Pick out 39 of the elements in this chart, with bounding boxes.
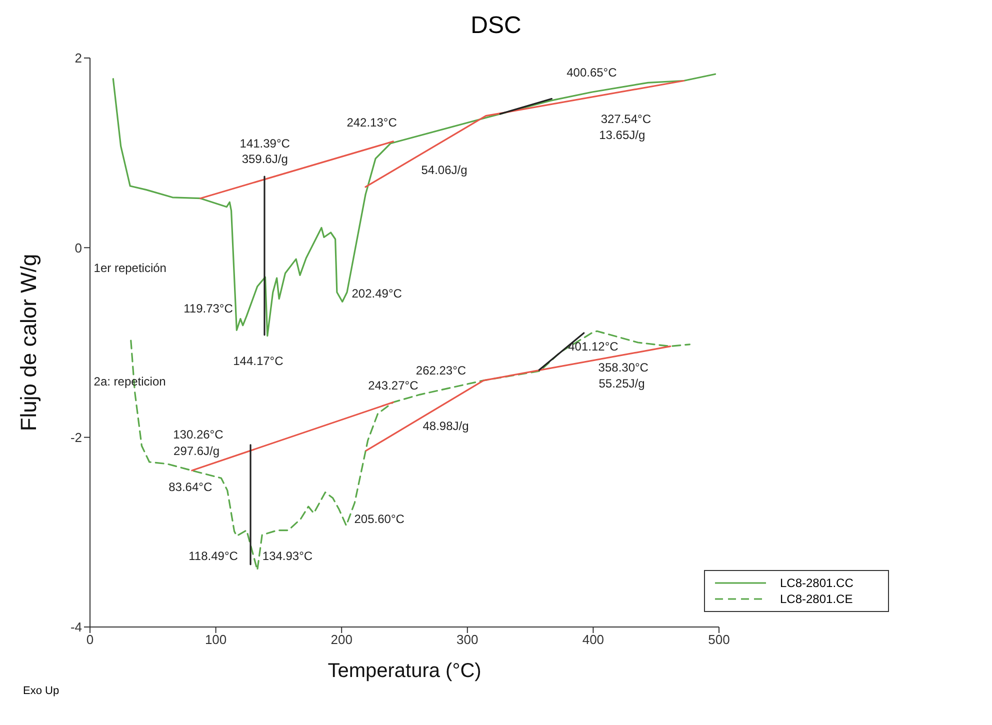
annotation: 83.64°C	[168, 480, 212, 494]
annotation: 262.23°C	[416, 363, 466, 378]
chart-title: DSC	[470, 12, 522, 40]
annotation: 358.30°C	[598, 360, 649, 374]
y-tick-label: -2	[70, 430, 82, 445]
annotation: 202.49°C	[352, 286, 402, 300]
annotation: 48.98J/g	[422, 419, 469, 434]
annotation: 400.65°C	[566, 65, 618, 80]
annotation: 119.73°C	[184, 302, 234, 316]
text: Exo Up	[23, 685, 60, 697]
annotation: 144.17°C	[233, 354, 284, 368]
annotation: 359.6J/g	[242, 152, 288, 166]
annotation: 54.06J/g	[421, 163, 468, 178]
y-tick-label: 2	[74, 50, 82, 66]
y-tick-label: -4	[70, 620, 82, 635]
annotation: 242.13°C	[346, 116, 398, 130]
x-tick-label: 500	[708, 632, 730, 648]
y-axis-title: Flujo de calor W/g	[16, 254, 41, 432]
annotation: 243.27°C	[368, 378, 419, 392]
annotation: 130.26°C	[173, 428, 224, 442]
legend-label: LC8-2801.CE	[780, 592, 853, 606]
annotation: 401.12°C	[568, 340, 619, 354]
annotation: 134.93°C	[262, 549, 313, 564]
y-tick-label: 0	[74, 240, 82, 256]
annotation: 141.39°C	[240, 136, 290, 151]
annotation: 118.49°C	[188, 549, 238, 564]
annotation: 297.6J/g	[174, 444, 220, 458]
legend-label: LC8-2801.CC	[780, 576, 854, 590]
annotation: 205.60°C	[354, 512, 405, 526]
x-tick-label: 100	[204, 632, 227, 648]
annotation: 327.54°C	[600, 112, 652, 126]
annotation: 55.25J/g	[598, 376, 645, 391]
x-tick-label: 200	[330, 632, 352, 648]
x-tick-label: 0	[86, 632, 94, 648]
x-tick-label: 300	[456, 632, 478, 648]
x-axis-title: Temperatura (°C)	[328, 660, 482, 682]
x-tick-label: 400	[582, 632, 604, 648]
annotation: 13.65J/g	[599, 128, 646, 142]
annotation: 1er repetición	[94, 260, 166, 275]
